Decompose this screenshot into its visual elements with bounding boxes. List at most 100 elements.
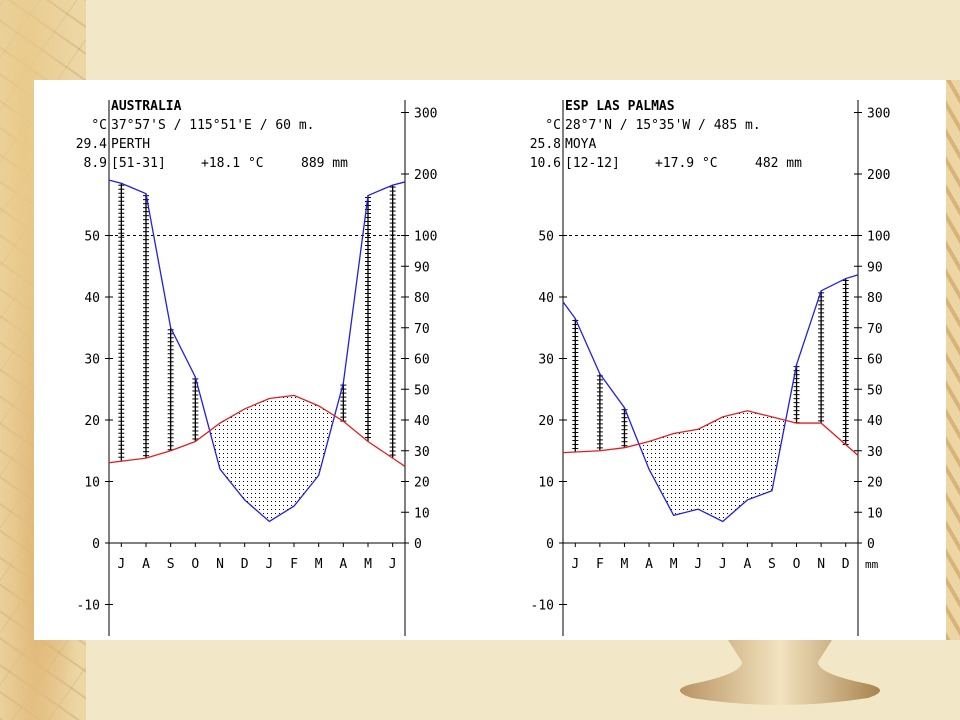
chart-2-wet-hatch-1	[596, 373, 603, 451]
chart-2-years: [12-12]	[565, 156, 620, 171]
chart-1-min-temp: 8.9	[84, 156, 107, 171]
chart-1-temp-tick-label: 30	[84, 353, 100, 368]
chart-2-temperature-line	[562, 410, 859, 456]
chart-1-precip-tick-label: 10	[414, 506, 430, 521]
chart-2-month-label: N	[817, 557, 825, 572]
chart-2-month-label: J	[571, 557, 579, 572]
chart-1-header: AUSTRALIA °C 37°57'S / 115°51'E / 60 m. …	[76, 99, 348, 171]
chart-2-precip-tick-label: 300	[867, 107, 890, 122]
chart-2-dry-season-area-0	[638, 410, 786, 522]
chart-1-wet-hatch-1	[143, 193, 149, 459]
decorative-map-edge	[946, 80, 960, 640]
chart-1-temp-tick-label: 50	[84, 230, 100, 245]
chart-1-temperature-line	[108, 394, 406, 467]
chart-2-month-label: A	[645, 557, 653, 572]
chart-1-wet-hatch-10	[365, 195, 371, 442]
chart-1-station: PERTH	[111, 137, 150, 152]
chart-2-precip-tick-label: 10	[867, 506, 883, 521]
chart-1-temp-tick-label: 0	[92, 537, 100, 552]
chart-2-month-label: J	[719, 557, 727, 572]
chart-2-month-label: M	[621, 557, 629, 572]
chart-2-precip-tick-label: 30	[867, 445, 883, 460]
chart-2-month-label: O	[793, 557, 801, 572]
chart-1-temp-tick-label: 10	[84, 476, 100, 491]
chart-2-wet-hatch-11	[842, 278, 849, 446]
chart-1-precip-tick-label: 300	[414, 107, 437, 122]
chart-2-country: ESP LAS PALMAS	[565, 99, 675, 114]
chart-2-precip-tick-label: 200	[867, 168, 890, 183]
chart-1-country: AUSTRALIA	[111, 99, 182, 114]
chart-1-month-label: A	[339, 557, 347, 572]
chart-2-max-temp: 25.8	[530, 137, 561, 152]
chart-2-station: MOYA	[565, 137, 596, 152]
chart-1-precip-tick-label: 60	[414, 353, 430, 368]
chart-2-precip-tick-label: 50	[867, 383, 883, 398]
chart-1-dry-season-area-0	[209, 395, 335, 522]
chart-2-month-label: A	[743, 557, 751, 572]
chart-1-precip-tick-label: 80	[414, 291, 430, 306]
chart-2-month-label: D	[842, 557, 850, 572]
chart-2-precip-tick-label: 80	[867, 291, 883, 306]
chart-1-location: 37°57'S / 115°51'E / 60 m.	[111, 118, 315, 133]
chart-2-precip-tick-label: 60	[867, 353, 883, 368]
chart-2-unit: °C	[545, 118, 561, 133]
chart-1-precip-tick-label: 200	[414, 168, 437, 183]
chart-1-precipitation-line	[108, 179, 406, 523]
chart-1-temp-tick-label: 40	[84, 291, 100, 306]
chart-1-precip-tick-label: 90	[414, 260, 430, 275]
chart-2-plot: -10 0 10 20 30 40 50 0 10 20 30 40 50 60 70 80 90 100 200 3…	[531, 100, 890, 636]
chart-2-mean-temp: +17.9 °C	[655, 156, 718, 171]
chart-2-wet-hatch-0	[572, 318, 579, 452]
chart-1-precip-tick-label: 20	[414, 476, 430, 491]
chart-1-month-label: J	[117, 557, 125, 572]
chart-2-location: 28°7'N / 15°35'W / 485 m.	[565, 118, 761, 133]
chart-2-unit-label: mm	[865, 558, 879, 571]
chart-1-month-label: J	[265, 557, 273, 572]
chart-1-precip-tick-label: 30	[414, 445, 430, 460]
chart-2-temp-tick-label: 20	[538, 414, 554, 429]
chart-1-precip-tick-label: 50	[414, 383, 430, 398]
chart-2-header: ESP LAS PALMAS °C 28°7'N / 15°35'W / 485…	[530, 99, 802, 171]
chart-1-month-label: F	[290, 557, 298, 572]
chart-1-temp-tick-label: -10	[77, 599, 100, 614]
chart-2-month-label: F	[596, 557, 604, 572]
chart-1-precip-tick-label: 100	[414, 230, 437, 245]
chart-1-mean-temp: +18.1 °C	[201, 156, 264, 171]
chart-2-precip-tick-label: 100	[867, 230, 890, 245]
chart-2-precip-tick-label: 90	[867, 260, 883, 275]
chart-2-month-label: J	[694, 557, 702, 572]
chart-1-precip-tick-label: 0	[414, 537, 422, 552]
chart-1-unit: °C	[91, 118, 107, 133]
chart-2-annual-precip: 482 mm	[755, 156, 802, 171]
chart-1-month-label: S	[167, 557, 175, 572]
chart-2-temp-tick-label: -10	[531, 599, 554, 614]
chart-2-precip-tick-label: 70	[867, 322, 883, 337]
chart-2-month-label: M	[670, 557, 678, 572]
chart-2-temp-tick-label: 50	[538, 230, 554, 245]
chart-1-wet-hatch-11	[389, 185, 396, 459]
chart-2-temp-tick-label: 0	[546, 537, 554, 552]
chart-1-annual-precip: 889 mm	[301, 156, 348, 171]
chart-1-max-temp: 29.4	[76, 137, 107, 152]
chart-1-plot: -10 0 10 20 30 40 50 0 10 20 30 40 50 60 70 80 90 100 200 3…	[77, 100, 437, 636]
chart-1-wet-hatch-3	[192, 376, 199, 442]
chart-2-precipitation-line	[562, 274, 859, 523]
chart-1-precip-tick-label: 40	[414, 414, 430, 429]
chart-1-month-label: A	[142, 557, 150, 572]
decorative-pedestal	[680, 640, 880, 705]
chart-1-wet-hatch-0	[118, 183, 125, 462]
chart-2-temp-tick-label: 40	[538, 291, 554, 306]
chart-1-wet-hatch-2	[167, 327, 174, 451]
climate-diagrams-svg: AUSTRALIA °C 37°57'S / 115°51'E / 60 m. …	[76, 99, 890, 636]
chart-2-wet-hatch-10	[818, 290, 825, 424]
chart-1-month-label: O	[191, 557, 199, 572]
chart-2-precip-tick-label: 40	[867, 414, 883, 429]
chart-1-precip-tick-label: 70	[414, 322, 430, 337]
chart-2-temp-tick-label: 10	[538, 476, 554, 491]
chart-1-month-label: M	[315, 557, 323, 572]
chart-1-years: [51-31]	[111, 156, 166, 171]
climate-diagrams-panel: AUSTRALIA °C 37°57'S / 115°51'E / 60 m. …	[34, 80, 946, 640]
chart-1-month-label: M	[364, 557, 372, 572]
chart-2-temp-tick-label: 30	[538, 353, 554, 368]
chart-1-temp-tick-label: 20	[84, 414, 100, 429]
